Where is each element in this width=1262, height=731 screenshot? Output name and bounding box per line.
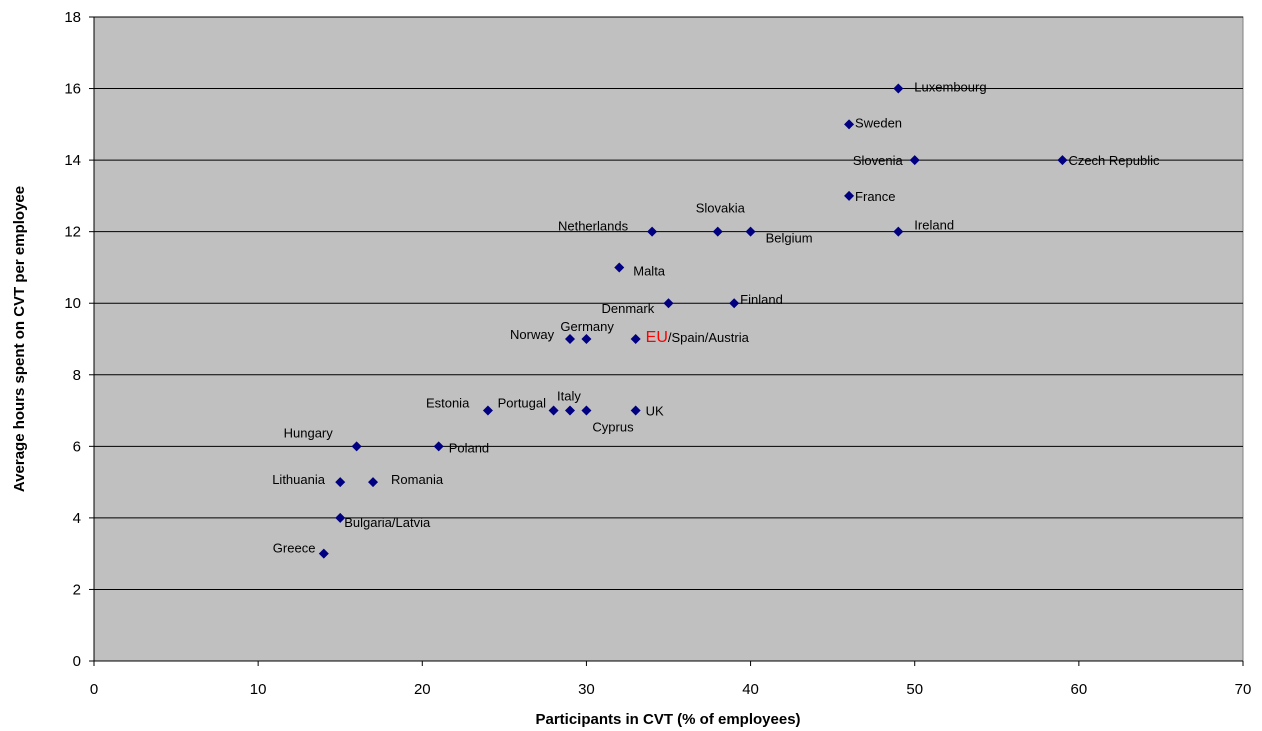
data-point bbox=[893, 226, 904, 237]
data-point bbox=[548, 405, 559, 416]
x-tick-label: 60 bbox=[1071, 681, 1088, 698]
data-label: Cyprus bbox=[592, 420, 634, 435]
data-point bbox=[844, 190, 855, 201]
data-label: Slovakia bbox=[696, 201, 746, 216]
data-point bbox=[844, 119, 855, 130]
data-point bbox=[565, 334, 576, 344]
data-point bbox=[630, 334, 641, 344]
y-tick-label: 14 bbox=[64, 152, 81, 169]
data-label: Czech Republic bbox=[1068, 153, 1160, 168]
x-tick-label: 50 bbox=[906, 681, 923, 698]
data-label: Estonia bbox=[426, 396, 470, 411]
y-tick-label: 18 bbox=[64, 9, 81, 26]
data-label: Belgium bbox=[766, 231, 813, 246]
x-tick-labels: 0 10 20 30 40 50 60 70 bbox=[90, 681, 1252, 698]
data-label: Italy bbox=[557, 389, 581, 404]
data-point bbox=[893, 83, 904, 94]
y-axis-title: Average hours spent on CVT per employee bbox=[11, 186, 28, 492]
data-label: France bbox=[855, 189, 895, 204]
data-point bbox=[745, 226, 756, 237]
data-point bbox=[318, 548, 329, 559]
data-labels: Luxembourg Sweden Slovenia Czech Republic Fr… bbox=[272, 80, 1160, 556]
data-point bbox=[581, 405, 592, 416]
data-label: Slovenia bbox=[853, 153, 904, 168]
data-point bbox=[630, 405, 641, 416]
data-point bbox=[565, 405, 576, 416]
data-point bbox=[335, 512, 346, 523]
data-label: Finland bbox=[740, 292, 783, 307]
y-tick-label: 2 bbox=[73, 581, 81, 598]
data-label: Portugal bbox=[498, 396, 547, 411]
x-tick-label: 70 bbox=[1235, 681, 1252, 698]
y-tick-label: 8 bbox=[73, 367, 81, 384]
x-tick-label: 20 bbox=[414, 681, 431, 698]
data-point bbox=[663, 298, 674, 309]
data-point bbox=[433, 441, 444, 452]
y-tick-label: 10 bbox=[64, 295, 81, 312]
data-label: Denmark bbox=[602, 301, 655, 316]
data-point bbox=[614, 262, 625, 273]
x-tick-label: 40 bbox=[742, 681, 759, 698]
y-tick-label: 4 bbox=[73, 510, 81, 527]
data-label: Netherlands bbox=[558, 219, 629, 234]
data-point bbox=[581, 334, 592, 344]
data-point bbox=[647, 226, 658, 237]
data-label: Ireland bbox=[914, 218, 954, 233]
data-label: Poland bbox=[449, 440, 489, 455]
data-point bbox=[482, 405, 493, 416]
data-label: EU/Spain/Austria bbox=[646, 329, 750, 346]
grid-lines bbox=[94, 16, 1243, 590]
x-axis-title: Participants in CVT (% of employees) bbox=[535, 711, 800, 728]
data-label: Hungary bbox=[284, 425, 334, 440]
data-point bbox=[351, 441, 362, 452]
data-markers bbox=[318, 83, 1068, 559]
data-point bbox=[729, 298, 740, 309]
data-point bbox=[909, 155, 920, 166]
y-tick-labels: 0 2 4 6 8 10 12 14 16 18 bbox=[64, 9, 81, 670]
data-label: Germany bbox=[560, 319, 614, 334]
data-label: Sweden bbox=[855, 115, 902, 130]
data-label: Bulgaria/Latvia bbox=[344, 515, 431, 530]
plot-area bbox=[93, 16, 1244, 662]
data-label: Norway bbox=[510, 327, 555, 342]
y-tick-label: 16 bbox=[64, 81, 81, 98]
data-point bbox=[712, 226, 723, 237]
data-point bbox=[1057, 155, 1068, 166]
data-label: Romania bbox=[391, 472, 444, 487]
y-tick-label: 0 bbox=[73, 653, 81, 670]
axes bbox=[89, 16, 1244, 666]
data-label: Luxembourg bbox=[914, 80, 986, 95]
data-label: Malta bbox=[633, 263, 666, 278]
y-tick-label: 12 bbox=[64, 224, 81, 241]
y-tick-label: 6 bbox=[73, 438, 81, 455]
data-label: Lithuania bbox=[272, 472, 326, 487]
x-tick-label: 0 bbox=[90, 681, 98, 698]
x-tick-label: 10 bbox=[250, 681, 267, 698]
data-point bbox=[335, 477, 346, 488]
data-label: Greece bbox=[273, 541, 316, 556]
x-tick-label: 30 bbox=[578, 681, 595, 698]
data-label: UK bbox=[646, 404, 664, 419]
data-point bbox=[368, 477, 379, 488]
